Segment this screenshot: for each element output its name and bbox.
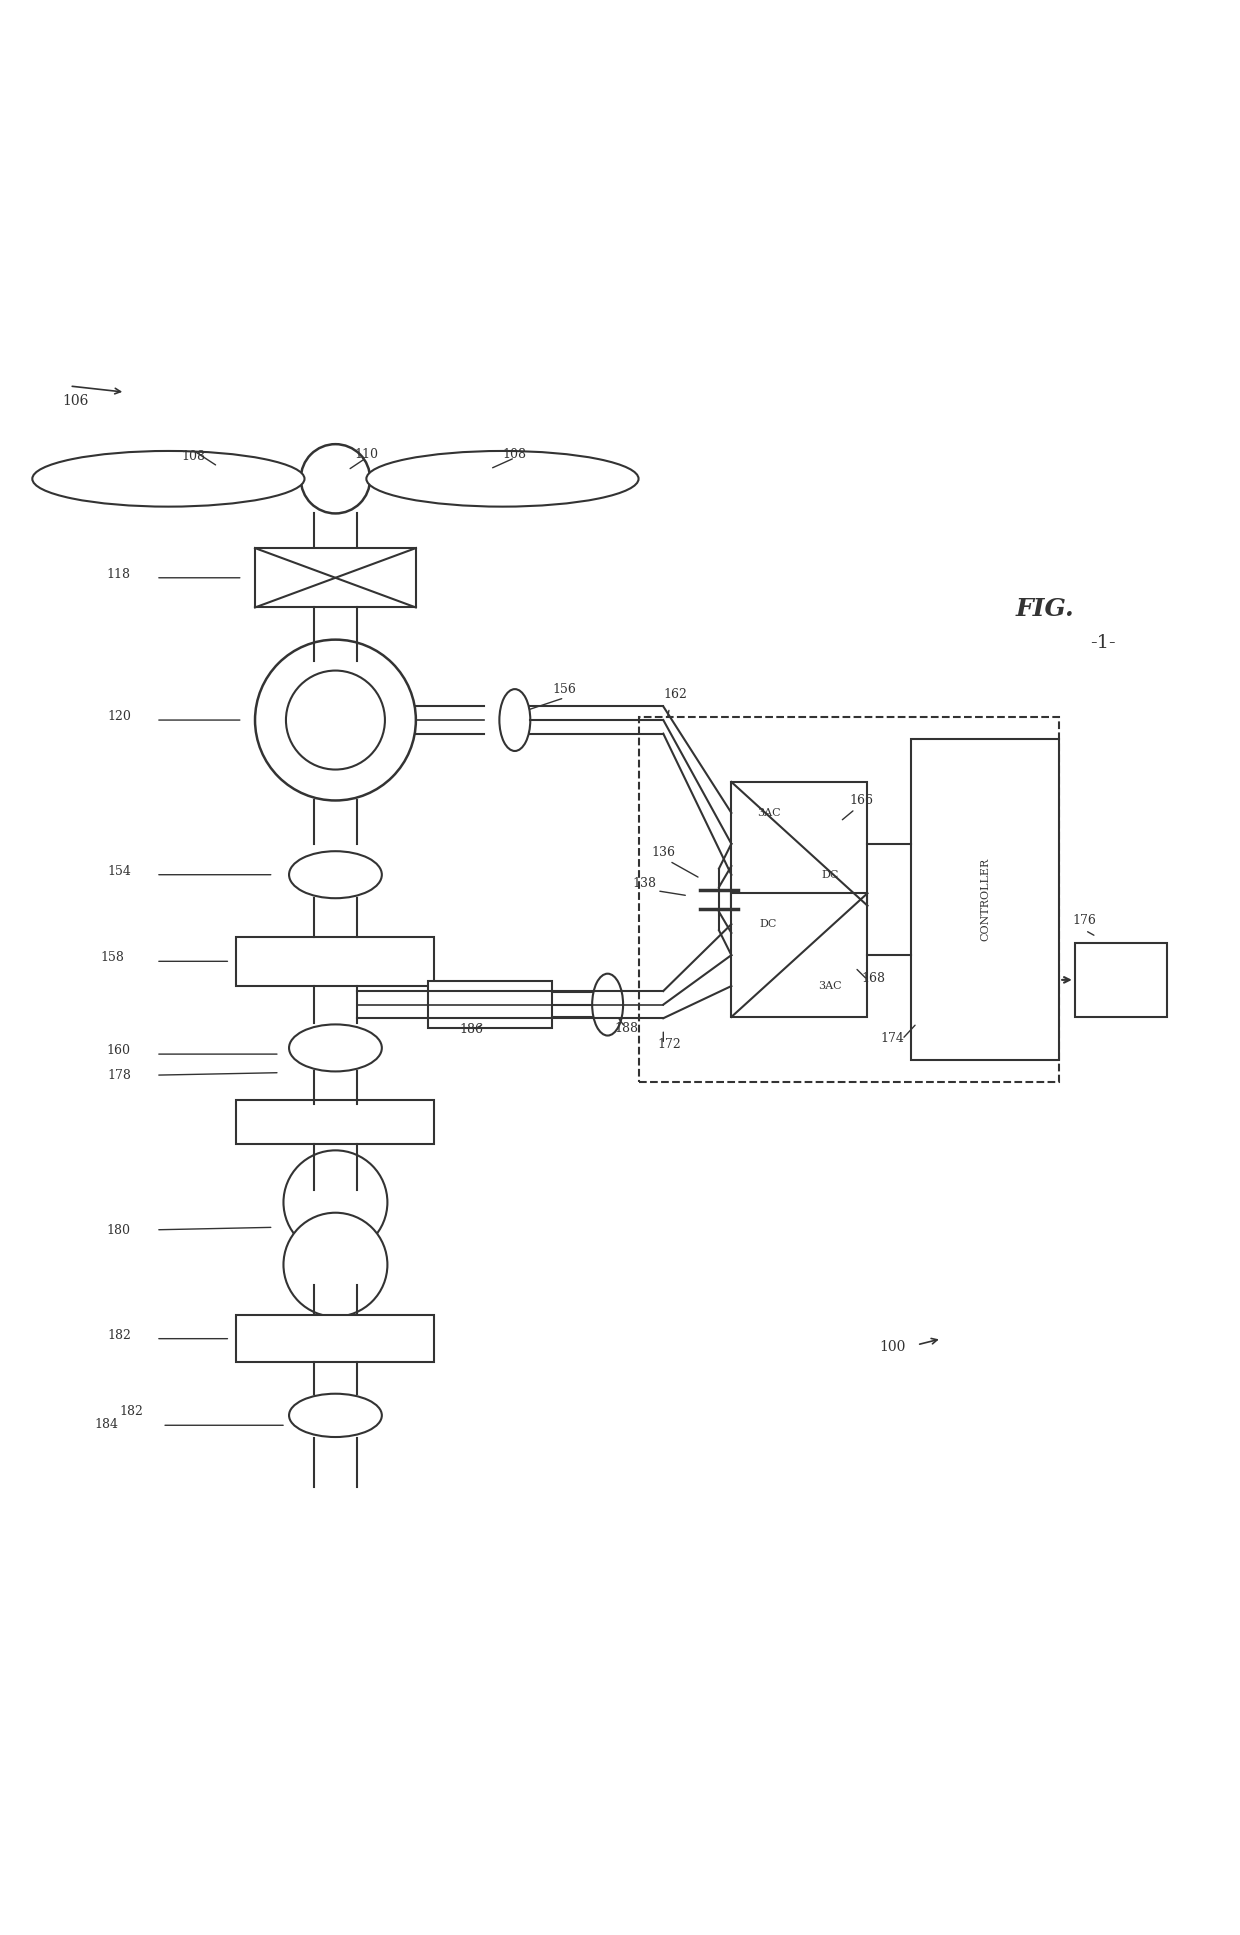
Text: 188: 188 xyxy=(614,1022,639,1035)
Text: 154: 154 xyxy=(107,865,131,878)
Bar xyxy=(639,718,1059,1082)
Text: 110: 110 xyxy=(355,447,378,461)
Circle shape xyxy=(301,445,370,513)
Text: 160: 160 xyxy=(107,1045,131,1057)
Circle shape xyxy=(284,1213,387,1316)
Text: FIG.: FIG. xyxy=(1016,596,1075,621)
Text: 3AC: 3AC xyxy=(818,981,842,991)
Ellipse shape xyxy=(32,451,305,507)
Text: 136: 136 xyxy=(651,846,676,859)
Text: DC: DC xyxy=(822,869,839,880)
Text: 156: 156 xyxy=(552,683,577,697)
Bar xyxy=(732,782,868,906)
Bar xyxy=(237,937,434,987)
Text: 184: 184 xyxy=(94,1418,119,1430)
Text: 108: 108 xyxy=(503,447,527,461)
Text: DC: DC xyxy=(760,919,777,929)
Text: 182: 182 xyxy=(107,1329,131,1341)
Bar xyxy=(732,894,868,1018)
Bar xyxy=(428,981,552,1027)
Text: 182: 182 xyxy=(119,1405,144,1418)
Text: 158: 158 xyxy=(100,952,125,964)
Text: -1-: -1- xyxy=(1090,635,1116,652)
Text: 172: 172 xyxy=(657,1037,681,1051)
Text: 108: 108 xyxy=(181,451,205,462)
Circle shape xyxy=(284,1151,387,1254)
Bar xyxy=(910,739,1059,1060)
Text: 178: 178 xyxy=(107,1068,131,1082)
Text: 166: 166 xyxy=(849,793,873,807)
Bar xyxy=(237,1316,434,1362)
Text: 118: 118 xyxy=(107,567,131,580)
Text: 180: 180 xyxy=(107,1223,131,1236)
Ellipse shape xyxy=(289,851,382,898)
Bar xyxy=(237,1099,434,1144)
Text: 106: 106 xyxy=(62,393,89,408)
Ellipse shape xyxy=(289,1024,382,1072)
Text: 168: 168 xyxy=(862,973,885,985)
Ellipse shape xyxy=(500,689,531,751)
Text: 3AC: 3AC xyxy=(756,807,780,819)
Text: 174: 174 xyxy=(880,1031,904,1045)
Ellipse shape xyxy=(593,973,622,1035)
Ellipse shape xyxy=(289,1393,382,1438)
Circle shape xyxy=(286,671,384,770)
Circle shape xyxy=(255,640,415,801)
Text: 120: 120 xyxy=(107,710,131,724)
Bar xyxy=(1075,942,1168,1018)
Text: 186: 186 xyxy=(460,1024,484,1035)
Text: 162: 162 xyxy=(663,687,688,700)
Text: 138: 138 xyxy=(632,877,657,890)
Bar xyxy=(255,548,415,608)
Text: CONTROLLER: CONTROLLER xyxy=(980,857,990,940)
Text: 100: 100 xyxy=(879,1341,905,1354)
Text: 176: 176 xyxy=(1073,913,1096,927)
Ellipse shape xyxy=(366,451,639,507)
